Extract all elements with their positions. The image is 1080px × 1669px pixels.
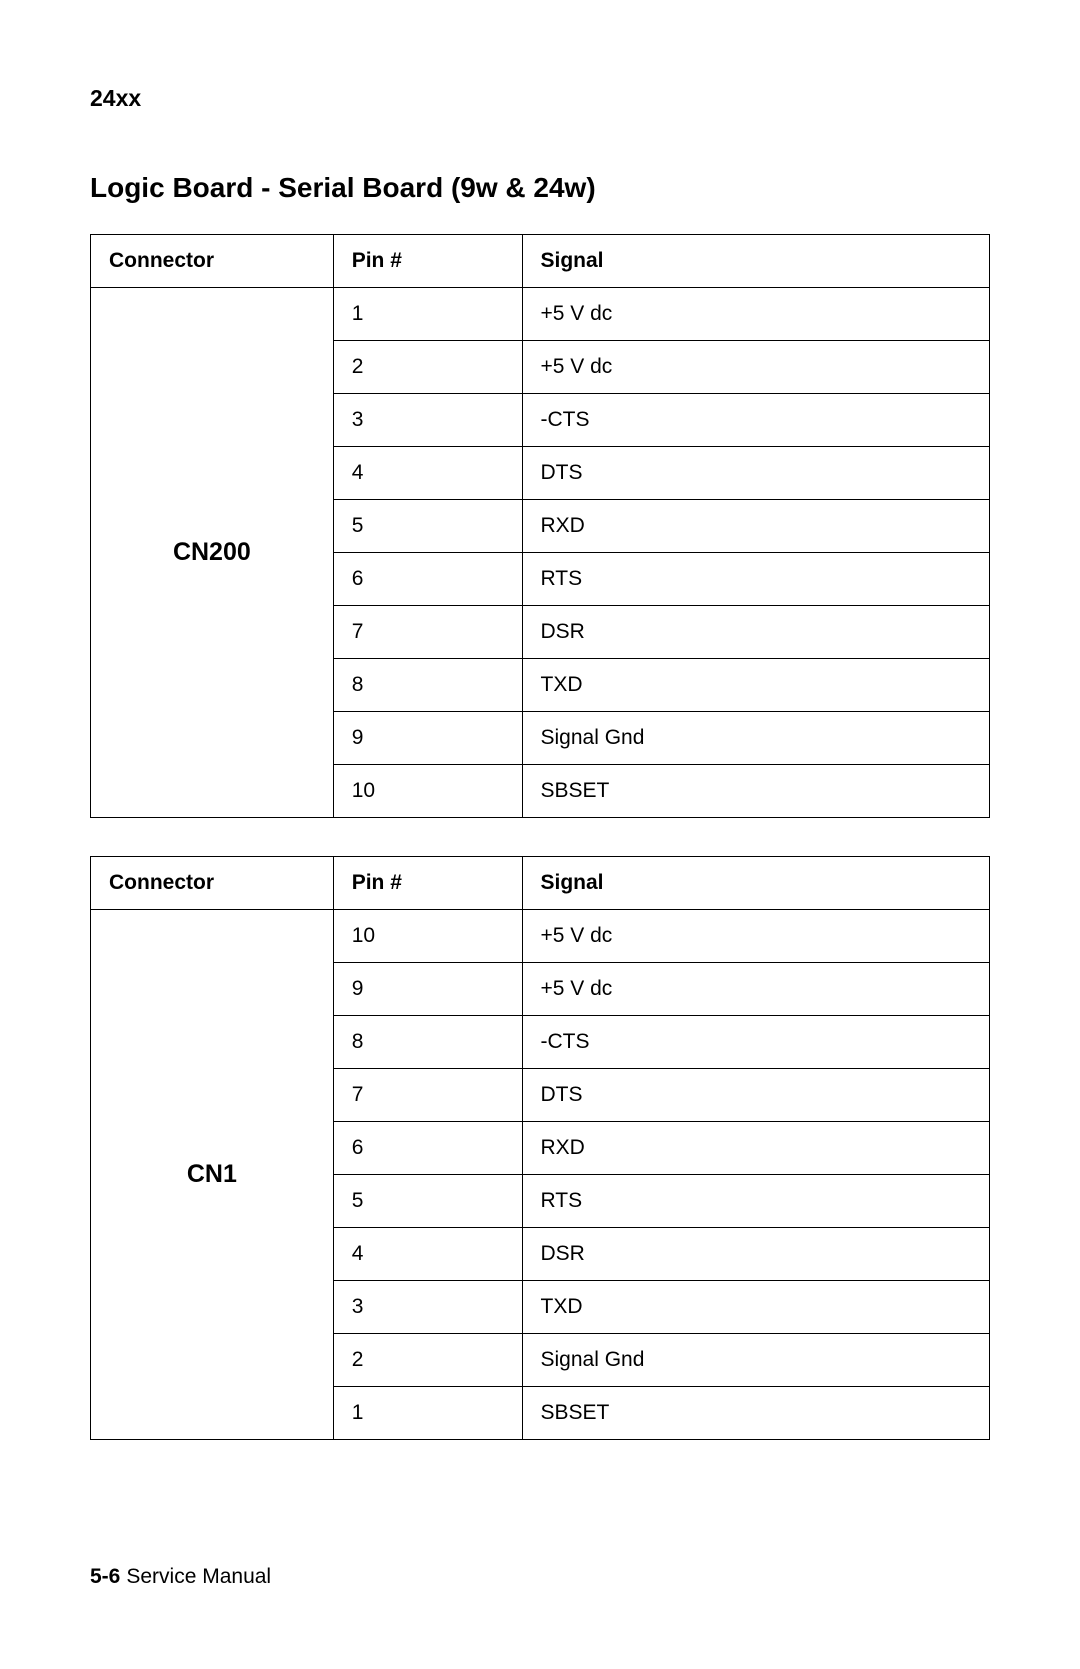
pin-cell: 1 [333, 1387, 522, 1440]
pinout-table-1: Connector Pin # Signal CN200 1 +5 V dc 2… [90, 234, 990, 818]
pin-cell: 4 [333, 1228, 522, 1281]
signal-cell: Signal Gnd [522, 712, 990, 765]
connector-label: CN1 [91, 910, 334, 1440]
signal-cell: DSR [522, 1228, 990, 1281]
signal-cell: +5 V dc [522, 341, 990, 394]
pin-cell: 9 [333, 963, 522, 1016]
header-label: 24xx [90, 85, 990, 112]
pin-cell: 7 [333, 606, 522, 659]
signal-cell: +5 V dc [522, 288, 990, 341]
signal-cell: +5 V dc [522, 910, 990, 963]
connector-label: CN200 [91, 288, 334, 818]
col-header-connector: Connector [91, 235, 334, 288]
table-header-row: Connector Pin # Signal [91, 235, 990, 288]
col-header-pin: Pin # [333, 857, 522, 910]
pin-cell: 3 [333, 394, 522, 447]
footer-text: Service Manual [126, 1565, 271, 1588]
table-row: CN1 10 +5 V dc [91, 910, 990, 963]
pin-cell: 10 [333, 910, 522, 963]
footer-page-number: 5-6 [90, 1565, 120, 1588]
col-header-pin: Pin # [333, 235, 522, 288]
page-title: Logic Board - Serial Board (9w & 24w) [90, 172, 990, 204]
pin-cell: 7 [333, 1069, 522, 1122]
signal-cell: DSR [522, 606, 990, 659]
pin-cell: 8 [333, 659, 522, 712]
table-header-row: Connector Pin # Signal [91, 857, 990, 910]
pin-cell: 3 [333, 1281, 522, 1334]
col-header-connector: Connector [91, 857, 334, 910]
table-row: CN200 1 +5 V dc [91, 288, 990, 341]
signal-cell: Signal Gnd [522, 1334, 990, 1387]
pin-cell: 8 [333, 1016, 522, 1069]
signal-cell: SBSET [522, 765, 990, 818]
pinout-table-2: Connector Pin # Signal CN1 10 +5 V dc 9 … [90, 856, 990, 1440]
pin-cell: 5 [333, 500, 522, 553]
pin-cell: 6 [333, 1122, 522, 1175]
col-header-signal: Signal [522, 857, 990, 910]
pin-cell: 9 [333, 712, 522, 765]
pin-cell: 2 [333, 341, 522, 394]
pin-cell: 1 [333, 288, 522, 341]
signal-cell: RTS [522, 553, 990, 606]
signal-cell: DTS [522, 1069, 990, 1122]
pin-cell: 2 [333, 1334, 522, 1387]
signal-cell: TXD [522, 1281, 990, 1334]
signal-cell: -CTS [522, 394, 990, 447]
pin-cell: 6 [333, 553, 522, 606]
page-container: 24xx Logic Board - Serial Board (9w & 24… [0, 0, 1080, 1440]
pin-cell: 4 [333, 447, 522, 500]
signal-cell: RXD [522, 500, 990, 553]
signal-cell: RXD [522, 1122, 990, 1175]
page-footer: 5-6 Service Manual [90, 1565, 271, 1589]
pin-cell: 10 [333, 765, 522, 818]
signal-cell: DTS [522, 447, 990, 500]
pin-cell: 5 [333, 1175, 522, 1228]
signal-cell: SBSET [522, 1387, 990, 1440]
col-header-signal: Signal [522, 235, 990, 288]
signal-cell: +5 V dc [522, 963, 990, 1016]
signal-cell: -CTS [522, 1016, 990, 1069]
signal-cell: TXD [522, 659, 990, 712]
signal-cell: RTS [522, 1175, 990, 1228]
